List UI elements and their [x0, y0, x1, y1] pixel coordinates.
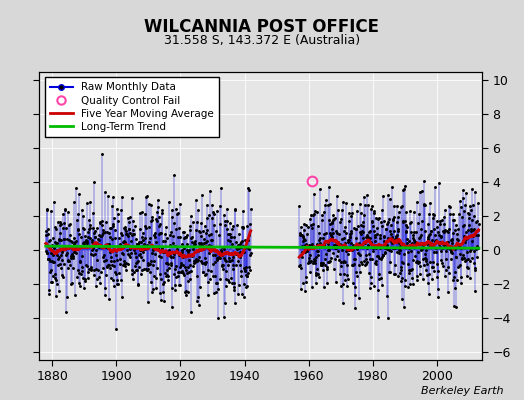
Text: Berkeley Earth: Berkeley Earth [421, 386, 503, 396]
Text: WILCANNIA POST OFFICE: WILCANNIA POST OFFICE [145, 18, 379, 36]
Legend: Raw Monthly Data, Quality Control Fail, Five Year Moving Average, Long-Term Tren: Raw Monthly Data, Quality Control Fail, … [45, 77, 219, 137]
Text: 31.558 S, 143.372 E (Australia): 31.558 S, 143.372 E (Australia) [164, 34, 360, 47]
